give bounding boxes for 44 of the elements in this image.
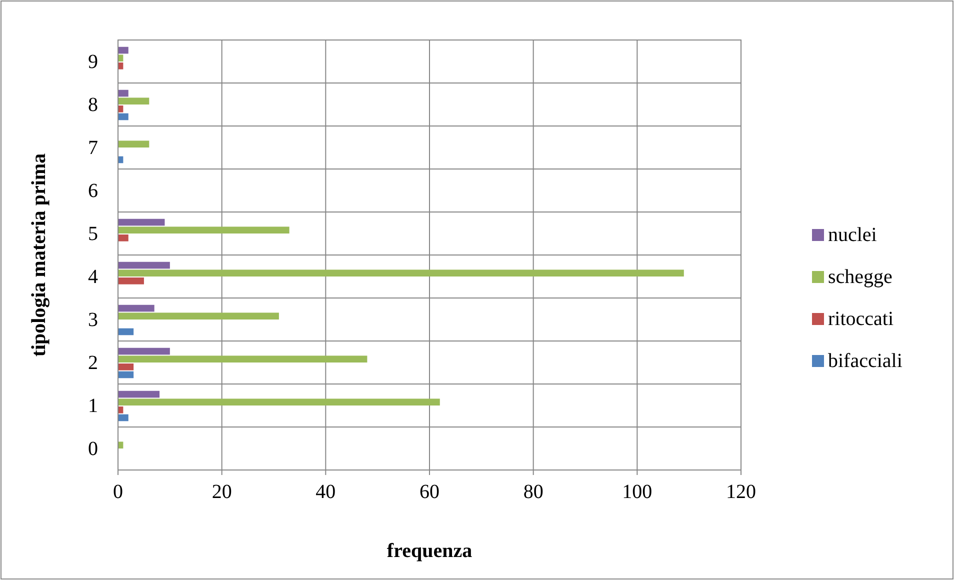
x-tick-label: 0 — [113, 481, 123, 503]
bar — [118, 234, 128, 242]
bar — [118, 46, 128, 54]
y-tick-label: 0 — [88, 438, 98, 460]
y-tick-label: 5 — [88, 222, 98, 245]
bar — [118, 328, 134, 336]
x-tick-label: 40 — [316, 481, 336, 503]
bar — [118, 218, 165, 226]
legend-label: bifacciali — [828, 350, 903, 372]
y-tick-label: 6 — [88, 180, 98, 202]
x-tick-label: 20 — [212, 481, 232, 503]
x-tick-label: 80 — [523, 481, 544, 503]
x-axis-title: frequenza — [386, 540, 472, 562]
y-tick-label: 1 — [88, 394, 98, 417]
bar — [118, 312, 279, 320]
legend-label: nuclei — [828, 224, 878, 246]
bar — [118, 348, 170, 355]
bar — [118, 270, 684, 276]
y-tick-label: 8 — [88, 94, 98, 116]
bar — [118, 356, 368, 362]
bar — [118, 98, 150, 104]
bar — [118, 278, 144, 284]
legend-label: schegge — [828, 266, 893, 288]
bar — [118, 371, 134, 378]
bar — [118, 90, 128, 97]
bar — [118, 414, 128, 422]
bar — [118, 398, 440, 406]
bar — [118, 364, 134, 370]
bar — [118, 140, 150, 148]
x-tick-label: 60 — [420, 481, 440, 503]
legend-label: ritoccati — [828, 308, 894, 330]
bar — [118, 262, 170, 269]
y-tick-label: 3 — [88, 308, 98, 331]
x-tick-label: 100 — [622, 481, 652, 503]
y-tick-label: 2 — [88, 352, 98, 374]
bar — [118, 113, 128, 120]
y-tick-label: 4 — [88, 266, 98, 288]
y-axis-title: tipologia materia prima — [28, 153, 50, 357]
bar — [118, 226, 290, 234]
bar — [118, 304, 154, 312]
y-tick-label: 9 — [88, 50, 98, 73]
bar — [118, 390, 160, 398]
x-tick-label: 120 — [726, 481, 756, 503]
y-tick-label: 7 — [88, 136, 98, 159]
